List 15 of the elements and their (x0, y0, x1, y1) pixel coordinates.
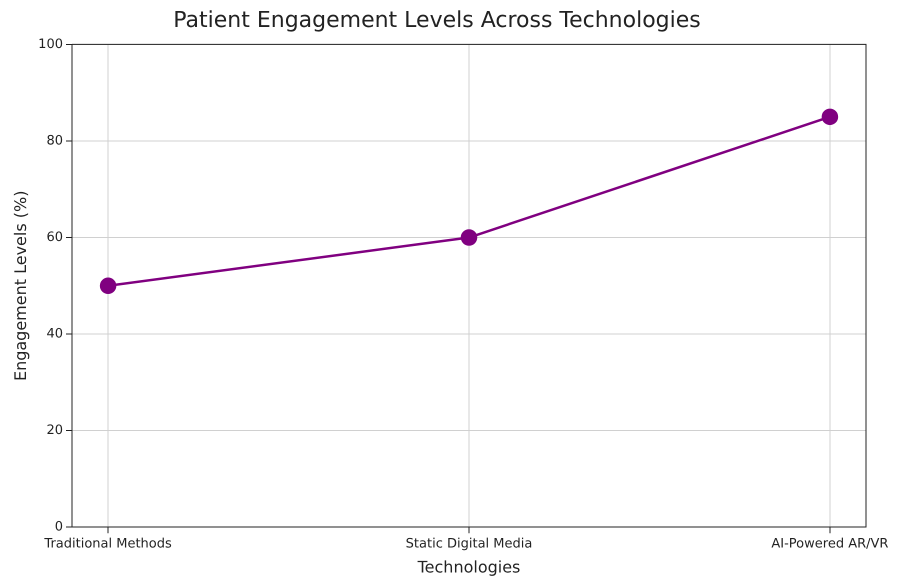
point (460, 229, 478, 246)
y-tick-label: 20 (46, 423, 64, 438)
x-tick-label: AI-Powered AR/VR (771, 536, 888, 552)
y-tick-label: 40 (46, 326, 64, 342)
x-tick-label: Traditional Methods (43, 536, 172, 552)
y-tick-label: 60 (46, 230, 64, 245)
y-tick-label: 100 (38, 36, 64, 52)
x-axis-title: Technologies (416, 558, 520, 577)
chart-title: Patient Engagement Levels Across Technologies (173, 8, 701, 33)
point (822, 108, 838, 126)
point (100, 278, 116, 294)
y-axis-title: Engagement Levels (%) (10, 190, 30, 382)
x-tick-label: Static Digital Media (406, 536, 532, 552)
y-tick-label: 80 (46, 133, 64, 148)
y-tick-label: 0 (54, 520, 64, 535)
